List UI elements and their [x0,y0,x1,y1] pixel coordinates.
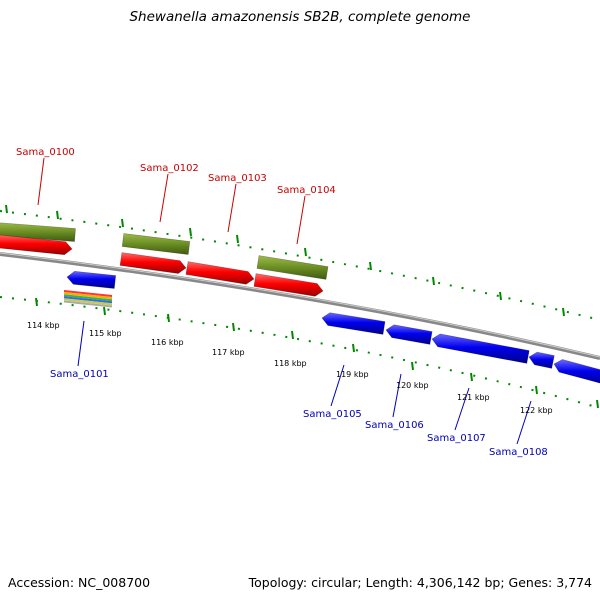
overlap-marker-stripe [64,294,112,302]
map-title: Shewanella amazonensis SB2B, complete ge… [129,9,471,25]
kbp-label: 116 kbp [151,338,184,347]
label-connector [516,400,532,445]
label-connector [37,157,45,206]
gene-arrow-sama-0104 [253,273,324,297]
gc-block-1 [0,222,76,242]
kbp-label: 118 kbp [274,359,307,368]
major-tick [56,210,59,220]
inner-scale-ring [0,296,600,409]
major-tick [535,385,538,395]
gene-arrow-sama-0102 [119,252,187,274]
major-tick [352,343,355,353]
kbp-label: 114 kbp [27,321,60,330]
genome-backbone-highlight [0,252,600,358]
gene-label-top[interactable]: Sama_0102 [140,163,199,174]
major-tick [5,204,8,214]
overlap-marker-stripe [64,300,112,308]
scale-ticks [5,204,599,409]
kbp-label: 122 kbp [520,406,553,415]
label-connector [77,320,85,367]
major-tick [304,247,307,257]
kbp-label: 119 kbp [336,370,369,379]
gene-label-top[interactable]: Sama_0103 [208,173,267,184]
gene-arrow-sama-0105 [321,312,386,335]
gene-label-bottom[interactable]: Sama_0106 [365,420,424,431]
major-tick [499,291,502,301]
major-tick [411,361,414,371]
major-tick [369,261,372,271]
gc-block-2 [121,233,191,255]
major-tick [470,372,473,382]
gene-label-bottom[interactable]: Sama_0107 [427,433,486,444]
gene-arrow-sama-0103 [185,261,255,285]
gene-arrow-sama-0108 [553,359,600,384]
major-tick [167,313,170,323]
label-connector [330,364,345,407]
gene-arrow-sama-0106 [385,324,433,345]
major-tick [432,276,435,286]
overlap-marker-stripe [64,298,112,306]
gc-block-3 [256,255,329,280]
gene-label-bottom[interactable]: Sama_0105 [303,409,362,420]
major-tick [121,218,124,228]
overlap-marker-stripe [64,290,112,297]
kbp-label: 120 kbp [396,381,429,390]
kbp-label: 121 kbp [457,393,490,402]
diagram-labels: 114 kbp 115 kbp 116 kbp 117 kbp 118 kbp 119 k… [16,147,553,458]
genome-backbone [0,252,600,360]
gene-arrow-sama-0100 [0,234,73,256]
gene-arrow-sama-0107b [528,351,555,369]
major-tick [35,297,38,307]
label-connector [159,173,169,223]
label-connector [296,195,306,245]
major-tick [596,399,599,409]
kbp-label: 117 kbp [212,348,245,357]
kbp-label: 115 kbp [89,329,122,338]
overlap-marker-stripe [64,296,112,304]
label-connector [227,183,237,233]
major-tick [291,330,294,340]
gene-features [0,222,600,384]
major-tick [236,234,239,244]
gene-label-top[interactable]: Sama_0104 [277,185,336,196]
gene-label-bottom[interactable]: Sama_0108 [489,447,548,458]
major-tick [232,322,235,332]
label-connector [454,387,470,431]
major-tick [562,307,565,317]
gene-label-bottom[interactable]: Sama_0101 [50,369,109,380]
gene-arrow-sama-0101 [66,270,117,289]
gene-arrow-sama-0107 [431,333,530,364]
label-connector [392,373,402,418]
outer-scale-ring [0,210,600,321]
accession-text: Accession: NC_008700 [8,575,151,590]
summary-text: Topology: circular; Length: 4,306,142 bp… [248,575,592,590]
label-connectors [37,157,532,445]
gene-label-top[interactable]: Sama_0100 [16,147,75,158]
overlap-marker-stripe [64,292,112,300]
major-tick [103,306,106,316]
major-tick [189,227,192,237]
